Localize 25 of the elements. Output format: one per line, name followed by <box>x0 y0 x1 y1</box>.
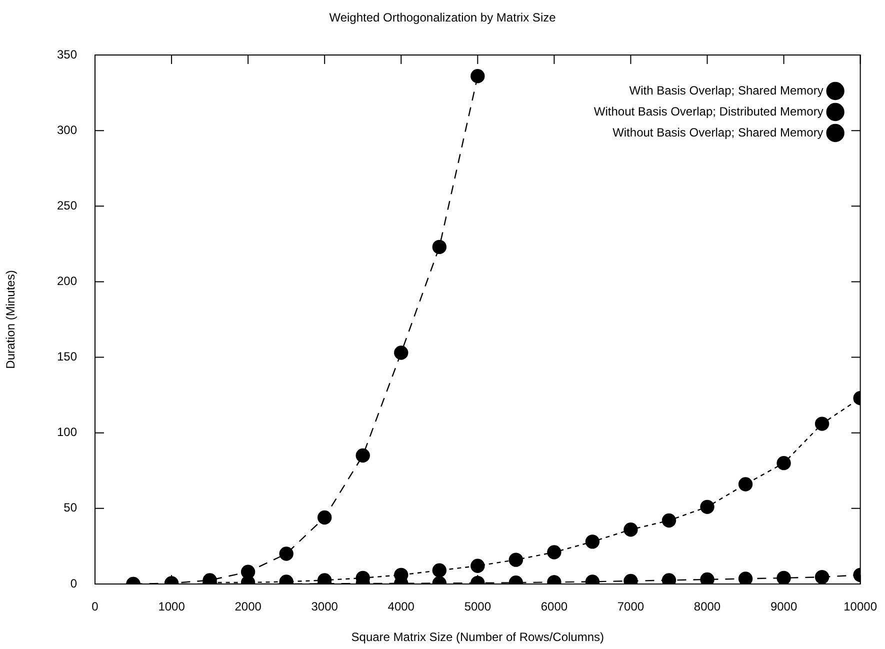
y-tick-label: 250 <box>56 198 78 212</box>
y-axis-title: Duration (Minutes) <box>4 270 18 369</box>
y-tick-label: 200 <box>56 274 78 288</box>
y-tick-label: 0 <box>70 576 78 590</box>
x-tick-label: 0 <box>92 600 99 614</box>
legend-label: Without Basis Overlap; Shared Memory <box>612 125 824 140</box>
x-tick-label: 1000 <box>158 600 186 614</box>
y-tick-label: 150 <box>56 350 78 364</box>
legend-label: Without Basis Overlap; Distributed Memory <box>594 104 824 118</box>
legend-label: With Basis Overlap; Shared Memory <box>629 83 824 98</box>
x-axis-title: Square Matrix Size (Number of Rows/Columns) <box>351 630 604 644</box>
x-tick-label: 5000 <box>464 600 492 614</box>
y-tick-label: 350 <box>56 47 78 62</box>
x-tick-label: 4000 <box>388 600 415 614</box>
y-tick-label: 100 <box>56 425 78 440</box>
y-tick-label: 300 <box>56 122 78 137</box>
x-tick-label: 3000 <box>311 600 338 614</box>
x-tick-label: 2000 <box>234 600 262 614</box>
x-tick-label: 9000 <box>770 600 798 614</box>
chart-title: Weighted Orthogonalization by Matrix Size <box>329 10 556 24</box>
x-tick-label: 10000 <box>844 600 878 614</box>
x-tick-label: 6000 <box>540 600 568 614</box>
y-tick-label: 50 <box>64 500 78 515</box>
x-tick-label: 8000 <box>694 600 721 614</box>
x-tick-label: 7000 <box>617 600 644 614</box>
